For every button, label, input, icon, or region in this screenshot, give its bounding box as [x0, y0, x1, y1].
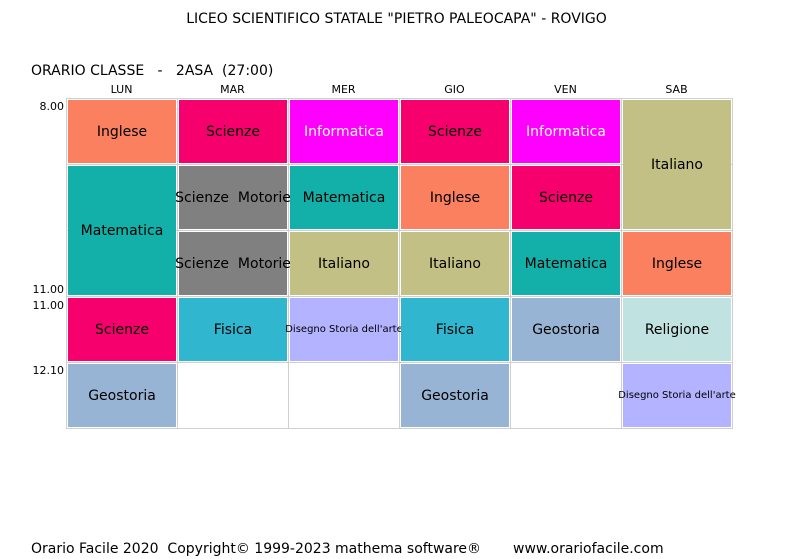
lesson-cell: Scienze Motorie — [175, 232, 291, 295]
day-header: VEN — [554, 83, 577, 96]
day-header: SAB — [665, 83, 688, 96]
time-label: 11.00 — [32, 299, 65, 312]
timetable-grid: Inglese Matematica Scienze Geostoria Scienze… — [66, 98, 736, 429]
lesson-cell: Inglese — [401, 166, 509, 229]
day-header: MER — [331, 83, 356, 96]
lesson-cell: Scienze — [512, 166, 620, 229]
lesson-cell: Inglese — [623, 232, 731, 295]
day-header: LUN — [110, 83, 133, 96]
lesson-cell: Geostoria — [68, 364, 176, 427]
lesson-cell: Inglese — [68, 100, 176, 163]
lesson-cell: Geostoria — [401, 364, 509, 427]
lesson-cell: Italiano — [290, 232, 398, 295]
lesson-cell: Matematica — [68, 166, 176, 295]
lesson-cell: Fisica — [401, 298, 509, 361]
empty-slot — [178, 363, 288, 428]
class-title: ORARIO CLASSE - 2ASA (27:00) — [31, 63, 274, 79]
time-label: 8.00 — [39, 100, 65, 113]
time-label: 12.10 — [32, 364, 65, 377]
time-label: 11.00 — [32, 283, 65, 296]
day-header: MAR — [220, 83, 245, 96]
lesson-cell: Geostoria — [512, 298, 620, 361]
lesson-cell: Italiano — [401, 232, 509, 295]
school-title: LICEO SCIENTIFICO STATALE "PIETRO PALEOC… — [186, 11, 607, 27]
day-header: GIO — [444, 83, 465, 96]
lesson-cell: Matematica — [512, 232, 620, 295]
website: www.orariofacile.com — [513, 541, 664, 557]
lesson-cell: Italiano — [623, 100, 731, 229]
lesson-cell: Fisica — [179, 298, 287, 361]
lesson-cell: Scienze — [179, 100, 287, 163]
lesson-cell: Disegno Storia dell'arte — [618, 364, 736, 427]
lesson-cell: Scienze Motorie — [175, 166, 291, 229]
copyright: Orario Facile 2020 Copyright© 1999-2023 … — [31, 541, 482, 557]
lesson-cell: Scienze — [68, 298, 176, 361]
lesson-cell: Religione — [623, 298, 731, 361]
lesson-cell: Scienze — [401, 100, 509, 163]
lesson-cell: Informatica — [512, 100, 620, 163]
lesson-cell: Informatica — [290, 100, 398, 163]
lesson-cell: Disegno Storia dell'arte — [285, 298, 403, 361]
lesson-cell: Matematica — [290, 166, 398, 229]
empty-slot — [511, 363, 621, 428]
empty-slot — [289, 363, 399, 428]
